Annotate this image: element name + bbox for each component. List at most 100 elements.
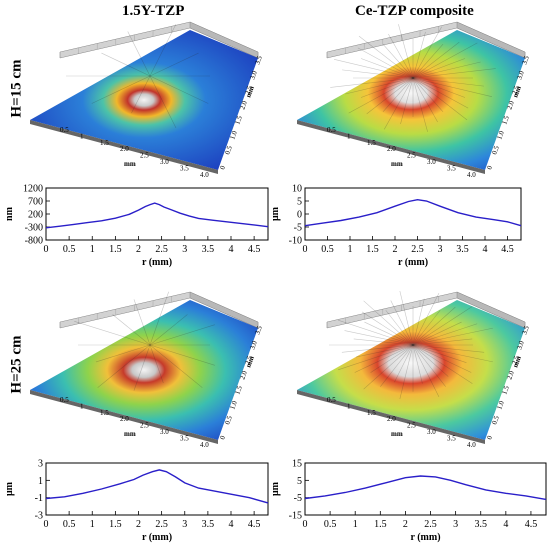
front-edge	[297, 390, 485, 444]
surface-y-unit: mm	[244, 85, 256, 99]
surface-y-tick: 2.5	[510, 84, 521, 95]
surface-panel: 0.5 1 1.5 2.0 2.5 3.0 3.5 4.0 mm 0 0.5 1.0 1.5 2.0 2.5…	[30, 21, 264, 179]
surface-texture-line	[112, 314, 151, 346]
x-tick-label: 0	[44, 244, 49, 255]
surface-texture-line	[133, 299, 151, 346]
y-tick-label: -5	[294, 223, 302, 234]
surface-x-tick: 4.0	[200, 441, 209, 449]
profile-line	[45, 202, 269, 229]
surface-x-tick: 1	[80, 132, 84, 140]
height-surface	[297, 30, 525, 170]
surface-texture-line	[412, 298, 425, 346]
surface-y-tick: 0.5	[490, 144, 501, 155]
front-edge	[297, 120, 485, 174]
surface-y-tick: 1.0	[495, 399, 506, 410]
surface-x-tick: 3.5	[180, 164, 189, 172]
surface-texture-line	[360, 77, 414, 98]
surface-x-unit: mm	[124, 430, 136, 438]
surface-texture-line	[366, 77, 414, 115]
x-tick-label: 3.5	[474, 519, 487, 530]
surface-texture-line	[95, 344, 151, 363]
surface-texture-line	[412, 77, 466, 98]
surface-y-tick: 0	[485, 434, 494, 440]
surface-x-tick: 3.5	[447, 434, 456, 442]
x-tick-label: 0	[44, 519, 49, 530]
surface-texture-line	[412, 338, 473, 346]
surface-texture-line	[412, 58, 466, 79]
surface-x-tick: 2.5	[407, 152, 416, 160]
y-tick-label: 5	[297, 476, 302, 487]
surface-x-unit: mm	[391, 160, 403, 168]
surface-y-unit: mm	[511, 85, 523, 99]
surface-texture-line	[382, 77, 414, 112]
surface-x-tick: 4.0	[467, 171, 476, 179]
surface-texture-line	[399, 344, 414, 399]
surface-texture-line	[412, 44, 444, 79]
surface-x-tick: 1.5	[367, 409, 376, 417]
surface-texture-line	[412, 327, 493, 346]
surface-texture-line	[412, 77, 469, 109]
y-tick-label: 700	[28, 197, 43, 208]
x-tick-label: 1	[90, 244, 95, 255]
surface-y-tick: 0	[218, 164, 227, 170]
surface-y-tick: 1.5	[233, 114, 244, 125]
surface-texture-line	[149, 344, 215, 366]
surface-texture-line	[127, 31, 151, 77]
surface-y-unit: mm	[511, 355, 523, 369]
x-tick-label: 2	[393, 244, 398, 255]
surface-texture-line	[412, 77, 428, 132]
surface-texture-line	[382, 44, 414, 79]
surface-texture-line	[358, 35, 414, 79]
surface-texture-line	[133, 344, 151, 391]
x-tick-label: 0.5	[63, 244, 76, 255]
surface-y-tick: 0	[485, 164, 494, 170]
surface-texture-line	[74, 321, 151, 346]
surface-texture-line	[363, 300, 414, 346]
surface-x-tick: 1	[80, 402, 84, 410]
surface-texture-line	[149, 75, 177, 129]
x-tick-label: 1	[348, 244, 353, 255]
surface-y-tick: 3.0	[248, 339, 259, 350]
surface-y-tick: 0.5	[490, 414, 501, 425]
surface-texture-line	[149, 52, 199, 77]
surface-y-tick: 1.5	[500, 114, 511, 125]
surface-texture-line	[149, 75, 209, 104]
y-tick-label: 1	[38, 476, 43, 487]
surface-x-tick: 2.0	[120, 145, 129, 153]
surface-texture-line	[149, 344, 164, 384]
x-axis-label: r (mm)	[410, 532, 440, 543]
surface-texture-line	[412, 306, 473, 346]
surface-y-tick: 1.5	[233, 384, 244, 395]
profile-chart: -15 -5 5 15 0 0.5 1 1.5 2 2.5 3 3.5 4 4.5 r (mm) μm	[270, 459, 547, 543]
surface-texture-line	[412, 77, 484, 87]
x-tick-label: 2	[403, 519, 408, 530]
surface-x-tick: 3.0	[427, 158, 436, 166]
y-tick-label: 1200	[23, 184, 43, 195]
surface-x-tick: 1.5	[100, 409, 109, 417]
y-tick-label: 5	[297, 197, 302, 208]
profile-line	[304, 475, 547, 501]
surface-texture-line	[355, 344, 414, 358]
column-title-right: Ce-TZP composite	[355, 3, 474, 19]
x-tick-label: 0	[303, 244, 308, 255]
surface-texture-line	[333, 59, 414, 79]
surface-x-tick: 4.0	[467, 441, 476, 449]
y-tick-label: -800	[25, 236, 43, 247]
surface-texture-line	[354, 344, 414, 373]
surface-y-tick: 3.0	[515, 69, 526, 80]
y-tick-label: -1	[35, 493, 43, 504]
x-tick-label: 4.5	[248, 519, 261, 530]
x-tick-label: 3	[182, 244, 187, 255]
profile-chart: -800 -300 200 700 1200 0 0.5 1 1.5 2 2.5 3 3.5 4 4.5 r …	[4, 184, 269, 268]
surface-texture-line	[101, 52, 151, 77]
surface-y-tick: 2.5	[243, 84, 254, 95]
x-axis-label: r (mm)	[142, 257, 172, 268]
surface-panel: 0.5 1 1.5 2.0 2.5 3.0 3.5 4.0 mm 0 0.5 1.0 1.5 2.0 2.5…	[30, 291, 264, 449]
surface-texture-line	[412, 306, 456, 346]
surface-x-tick: 2.0	[387, 145, 396, 153]
surface-texture-line	[149, 291, 169, 346]
surface-texture-line	[412, 344, 485, 353]
x-tick-label: 0.5	[321, 244, 334, 255]
surface-texture-line	[412, 77, 438, 123]
